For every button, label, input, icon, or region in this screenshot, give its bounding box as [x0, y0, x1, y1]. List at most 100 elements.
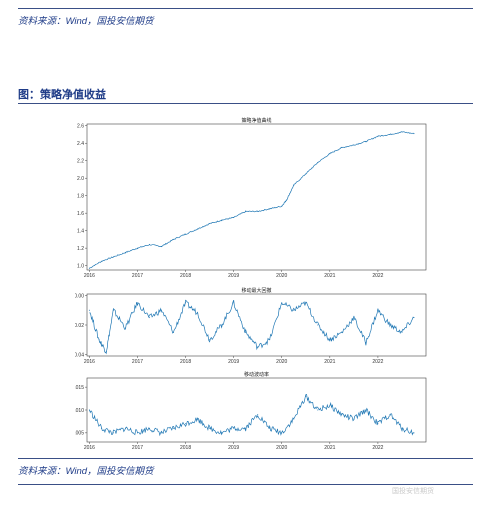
y-tick-label: 0.005	[75, 431, 84, 437]
data-point	[221, 219, 223, 221]
data-point	[377, 423, 379, 425]
data-point	[401, 331, 403, 333]
data-point	[185, 423, 187, 425]
data-point	[389, 324, 391, 326]
data-point	[209, 339, 211, 341]
data-point	[317, 324, 319, 326]
data-point	[105, 351, 107, 353]
data-point	[197, 312, 199, 314]
y-tick-label: 1.8	[77, 193, 84, 199]
data-point	[245, 331, 247, 333]
data-point	[245, 210, 247, 212]
data-point	[233, 217, 235, 219]
top-rule	[18, 8, 473, 9]
y-tick-label: 1.6	[77, 211, 84, 217]
data-point	[136, 247, 138, 249]
data-point	[185, 302, 187, 304]
data-point	[112, 432, 114, 434]
data-point	[124, 252, 126, 254]
data-point	[377, 135, 379, 137]
data-point	[353, 144, 355, 146]
data-point	[365, 409, 367, 411]
data-point	[149, 317, 151, 319]
data-point	[365, 140, 367, 142]
data-point	[257, 414, 259, 416]
y-tick-label: 2.4	[77, 141, 84, 147]
watermark: 国投安信期货	[392, 488, 434, 495]
data-point	[161, 309, 163, 311]
data-point	[88, 409, 90, 411]
source-note-top: 资料来源：Wind，国投安信期货	[18, 16, 154, 27]
series-line	[89, 131, 415, 269]
x-tick-label: 2017	[132, 445, 143, 450]
drawdown-chart: 移动最大回撤 2016 2017 2018 2019 2020 2021 2022 0.00 -0…	[75, 286, 430, 364]
data-point	[257, 210, 259, 212]
chart-title: 移动最大回撤	[241, 287, 271, 294]
data-point	[100, 427, 102, 429]
x-tick-label: 2016	[84, 445, 95, 450]
data-point	[293, 309, 295, 311]
volatility-chart: 移动波动率 2016 2017 2018 2019 2020 2021 2022 0.015 0.…	[75, 370, 430, 450]
series-line	[89, 393, 415, 437]
data-point	[413, 317, 415, 319]
x-tick-label: 2022	[372, 273, 383, 278]
data-point	[173, 238, 175, 240]
data-point	[317, 161, 319, 163]
footer-rule	[18, 484, 473, 485]
data-point	[281, 205, 283, 207]
y-tick-label: 0.010	[75, 408, 84, 414]
x-tick-label: 2017	[132, 273, 143, 278]
data-point	[329, 153, 331, 155]
data-point	[197, 228, 199, 230]
x-tick-label: 2020	[276, 273, 287, 278]
data-point	[173, 331, 175, 333]
data-point	[305, 302, 307, 304]
data-point	[365, 342, 367, 344]
x-tick-label: 2021	[324, 445, 335, 450]
data-point	[353, 317, 355, 319]
data-point	[401, 427, 403, 429]
drawdown-chart-svg: 移动最大回撤 2016 2017 2018 2019 2020 2021 2022 0.00 -0…	[75, 287, 427, 364]
nav-chart-svg: 策略净值曲线 2016 2017 2018 2019 2020 2021 2022 1.0 1.2…	[77, 117, 427, 278]
data-point	[257, 346, 259, 348]
y-tick-label: -0.04	[75, 352, 84, 358]
data-point	[317, 409, 319, 411]
data-point	[185, 233, 187, 235]
x-tick-label: 2021	[324, 359, 335, 364]
bottom-rule	[18, 458, 473, 459]
data-point	[305, 173, 307, 175]
data-point	[124, 427, 126, 429]
data-point	[389, 414, 391, 416]
data-point	[161, 245, 163, 247]
data-point	[293, 184, 295, 186]
data-point	[233, 427, 235, 429]
x-tick-label: 2017	[132, 359, 143, 364]
data-point	[401, 131, 403, 133]
y-tick-label: 2.0	[77, 176, 84, 182]
x-tick-label: 2021	[324, 273, 335, 278]
data-point	[269, 339, 271, 341]
x-tick-label: 2016	[84, 359, 95, 364]
data-point	[413, 432, 415, 434]
data-point	[197, 418, 199, 420]
y-tick-label: 1.2	[77, 246, 84, 252]
data-point	[281, 302, 283, 304]
data-point	[112, 256, 114, 258]
data-point	[353, 418, 355, 420]
data-point	[149, 427, 151, 429]
data-point	[88, 309, 90, 311]
chart-title: 策略净值曲线	[241, 117, 271, 124]
data-point	[329, 339, 331, 341]
y-tick-label: 2.6	[77, 124, 84, 130]
source-note-bottom: 资料来源：Wind，国投安信期货	[18, 466, 154, 477]
x-tick-label: 2016	[84, 273, 95, 278]
data-point	[377, 309, 379, 311]
x-tick-label: 2019	[228, 273, 239, 278]
data-point	[293, 418, 295, 420]
volatility-chart-svg: 移动波动率 2016 2017 2018 2019 2020 2021 2022 0.015 0.…	[75, 371, 427, 450]
series-line	[89, 299, 415, 355]
x-tick-label: 2018	[180, 445, 191, 450]
data-point	[281, 432, 283, 434]
title-underline	[18, 103, 473, 104]
nav-chart: 策略净值曲线 2016 2017 2018 2019 2020 2021 2022 1.0 1.2…	[75, 116, 430, 278]
